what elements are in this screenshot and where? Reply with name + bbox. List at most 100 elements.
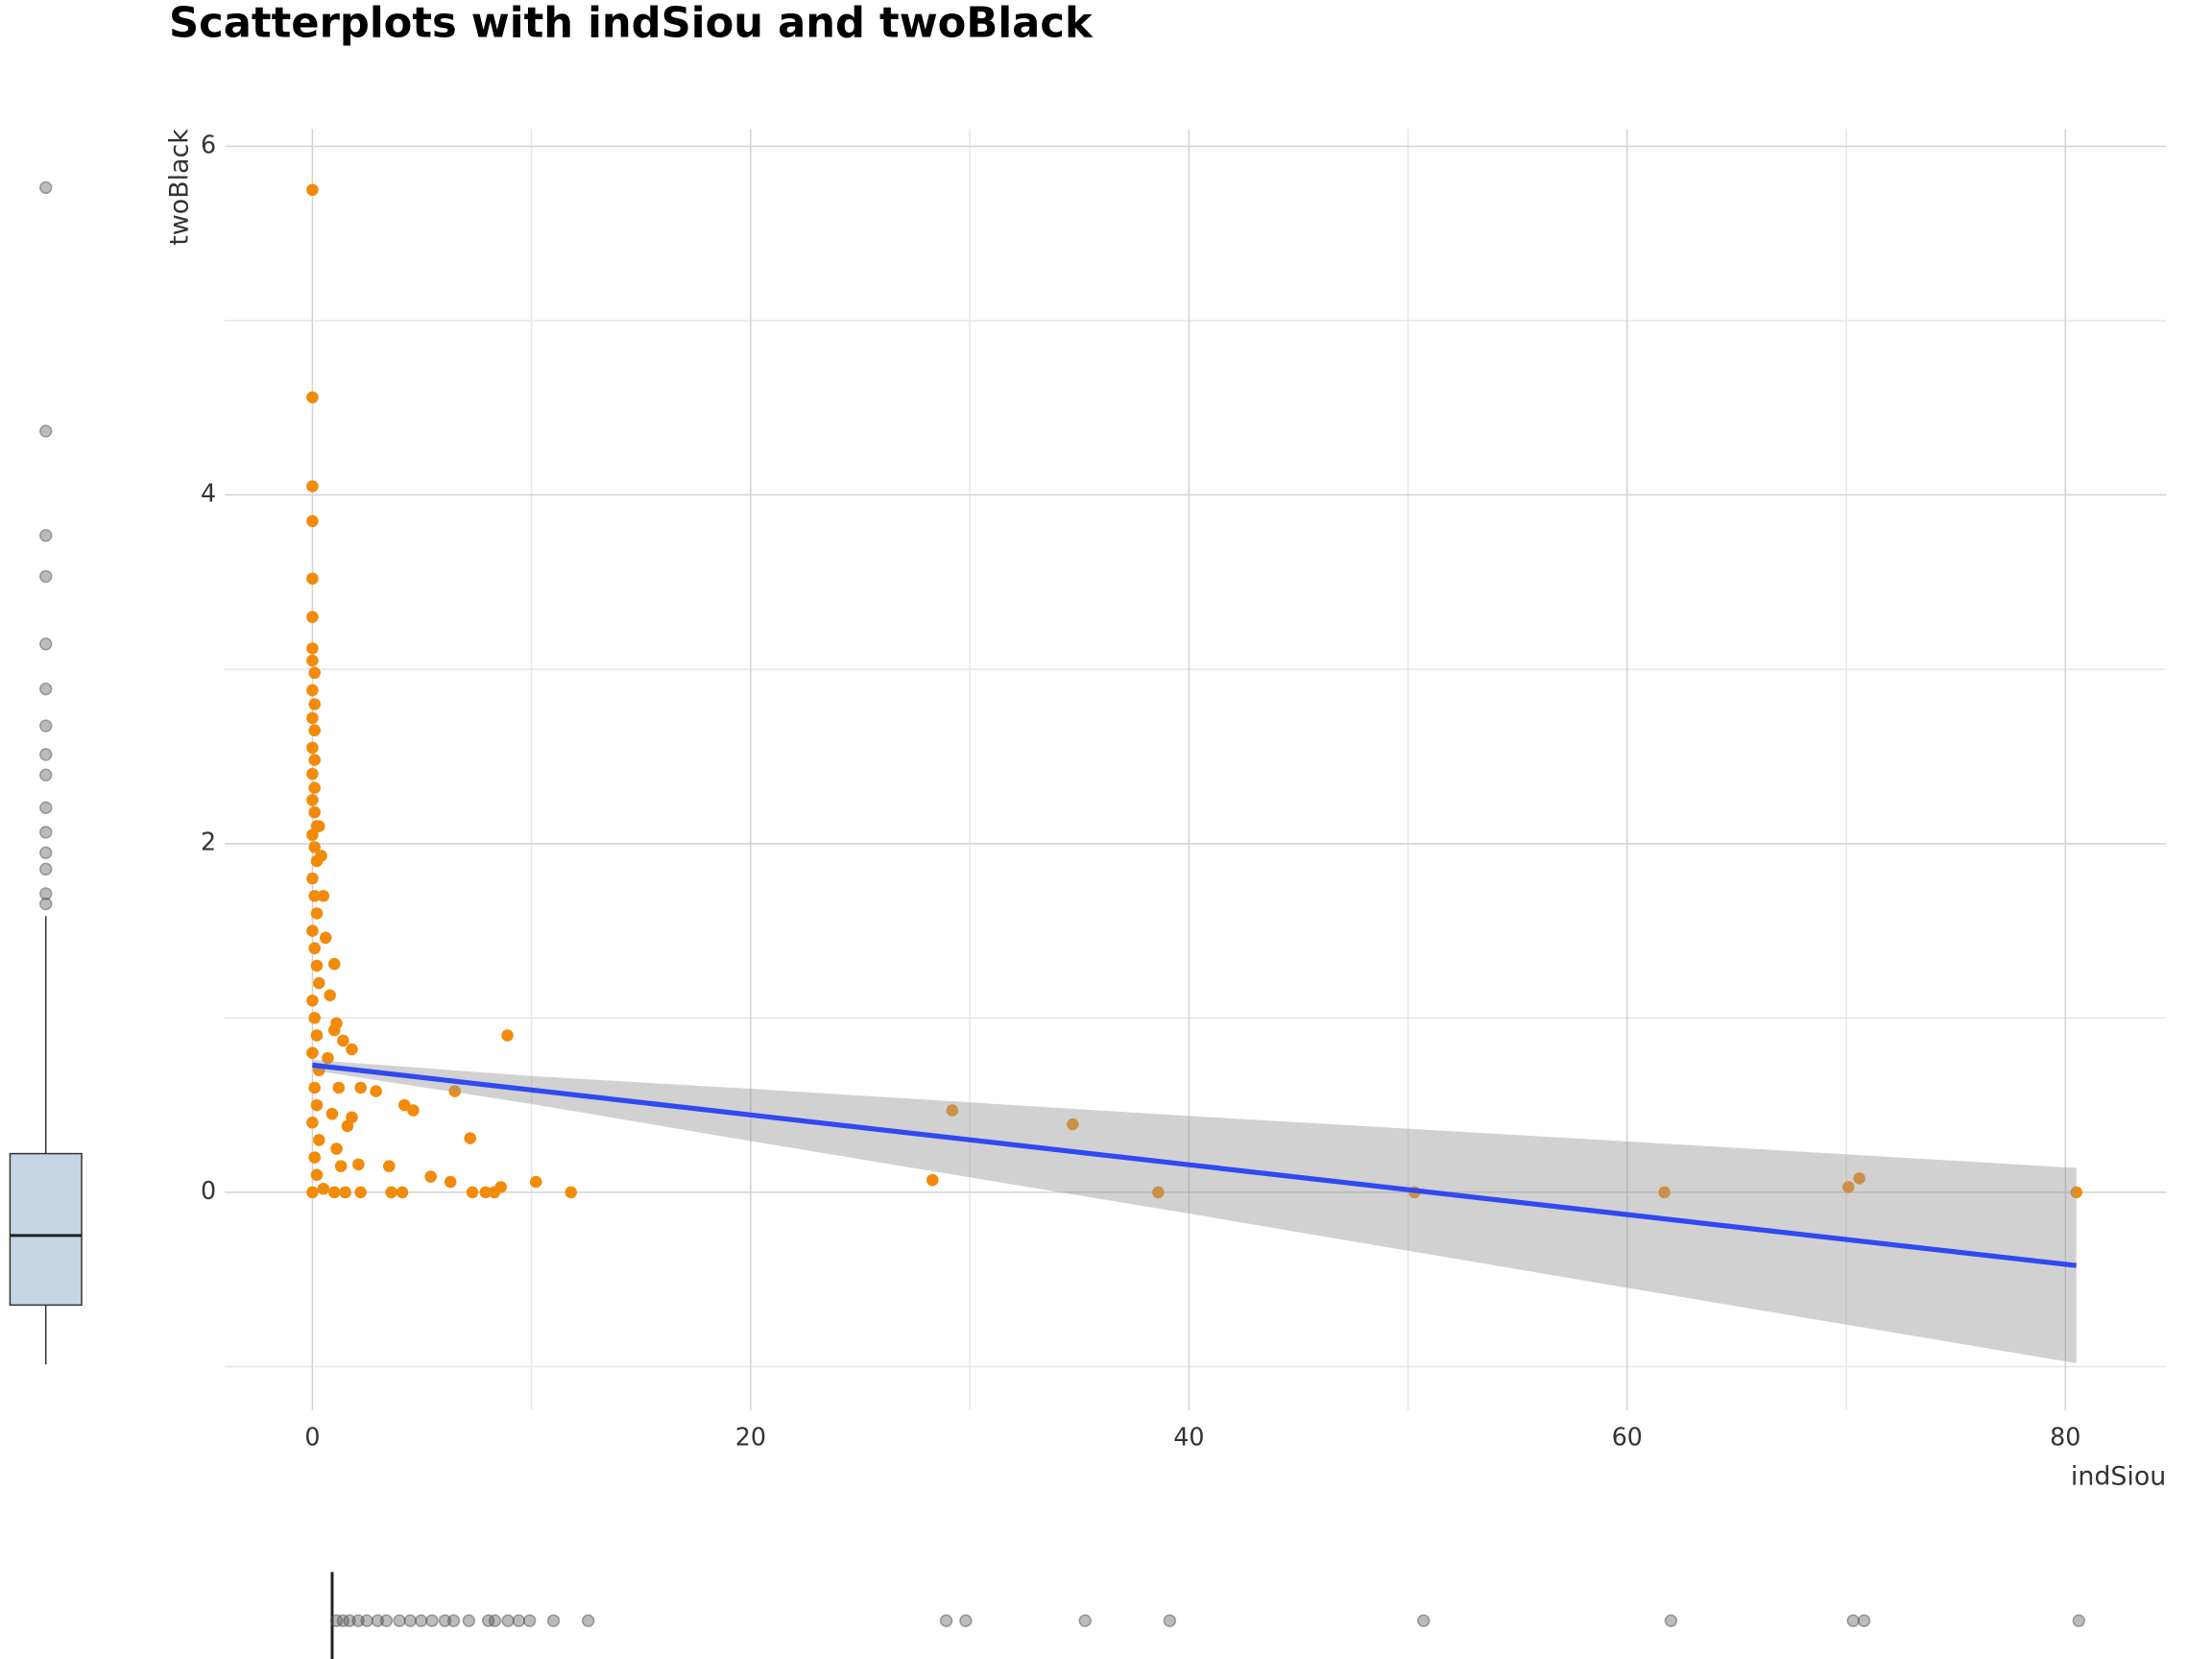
point (308, 666, 321, 680)
box-outlier (446, 1614, 461, 1627)
point (448, 1085, 462, 1097)
point (319, 931, 332, 945)
point (1067, 1118, 1079, 1131)
box-outlier (546, 1614, 561, 1627)
point (306, 794, 319, 806)
point (308, 754, 321, 766)
point (313, 976, 325, 990)
point (529, 1175, 542, 1189)
point (330, 1142, 343, 1155)
box-outlier (336, 1614, 349, 1627)
point (332, 1081, 346, 1094)
point (337, 1034, 349, 1047)
box-outlier (1857, 1614, 1871, 1627)
confidence-band (312, 1059, 2077, 1363)
point (396, 1186, 409, 1199)
point (407, 1104, 420, 1117)
point (306, 741, 319, 755)
box-outlier (39, 569, 53, 584)
box-outlier (371, 1614, 385, 1627)
point (306, 767, 319, 781)
box-outlier (1664, 1614, 1678, 1627)
box-outlier (329, 1614, 344, 1627)
point (424, 1170, 437, 1183)
chart-title: Scatterplots with indSiou and twoBlack (169, 0, 1094, 47)
point (383, 1160, 396, 1172)
y-tick-label: 6 (201, 130, 216, 158)
fit-line (312, 1062, 2077, 1268)
point (385, 1186, 397, 1199)
box-outlier (360, 1614, 373, 1627)
box-outlier (462, 1614, 476, 1627)
point (322, 1051, 334, 1065)
x-tick-label: 0 (304, 1423, 320, 1452)
point (306, 183, 319, 197)
y-axis-label: twoBlack (164, 129, 194, 246)
point (354, 1081, 367, 1094)
box-outlier (343, 1614, 356, 1627)
point (306, 515, 319, 528)
point (308, 805, 321, 819)
point (306, 684, 319, 697)
point (398, 1098, 411, 1112)
box-outlier (438, 1614, 452, 1627)
box-outlier (39, 529, 53, 542)
point (327, 957, 341, 971)
point (306, 711, 319, 725)
box-outlier (39, 748, 53, 761)
point (306, 391, 319, 404)
point (308, 1081, 321, 1094)
point (310, 907, 324, 920)
point (306, 572, 319, 585)
box-outlier (481, 1614, 495, 1627)
point (308, 781, 321, 794)
point (494, 1181, 507, 1193)
box-outlier (2072, 1614, 2086, 1627)
point (308, 698, 321, 710)
box-outlier (1163, 1614, 1177, 1627)
point (346, 1043, 358, 1056)
point (306, 872, 319, 885)
box-outlier (512, 1614, 526, 1627)
point (926, 1173, 939, 1187)
box-outlier (39, 682, 53, 696)
point (352, 1158, 365, 1171)
box-outlier (39, 846, 53, 859)
y-tick-label: 2 (201, 828, 216, 856)
point (308, 841, 321, 854)
point (308, 1151, 321, 1164)
box-outlier (403, 1614, 418, 1627)
point (370, 1085, 382, 1097)
point (306, 1117, 319, 1129)
point (310, 1168, 324, 1182)
point (306, 611, 319, 623)
box-outlier (522, 1614, 537, 1627)
box-outlier (501, 1614, 515, 1627)
point (308, 942, 321, 954)
box-outlier (1078, 1614, 1092, 1627)
point (327, 1186, 341, 1199)
point (306, 925, 319, 937)
point (327, 1023, 341, 1037)
x-axis-label: indSiou (2071, 1461, 2166, 1491)
box-outlier (39, 801, 53, 815)
box-outlier (39, 897, 53, 911)
box-outlier (39, 180, 53, 195)
point (308, 724, 321, 736)
box-outlier (959, 1614, 973, 1627)
box-outlier (39, 637, 53, 651)
box-outlier (39, 424, 53, 438)
y-tick-label: 0 (201, 1176, 216, 1205)
point (464, 1132, 477, 1144)
point (310, 1098, 324, 1112)
point (2070, 1186, 2082, 1199)
point (310, 959, 324, 973)
point (306, 642, 319, 655)
point (308, 889, 321, 902)
box-outlier (1846, 1614, 1860, 1627)
point (346, 1111, 358, 1124)
point (334, 1160, 348, 1172)
box-outlier (425, 1614, 439, 1627)
box (9, 1152, 83, 1307)
